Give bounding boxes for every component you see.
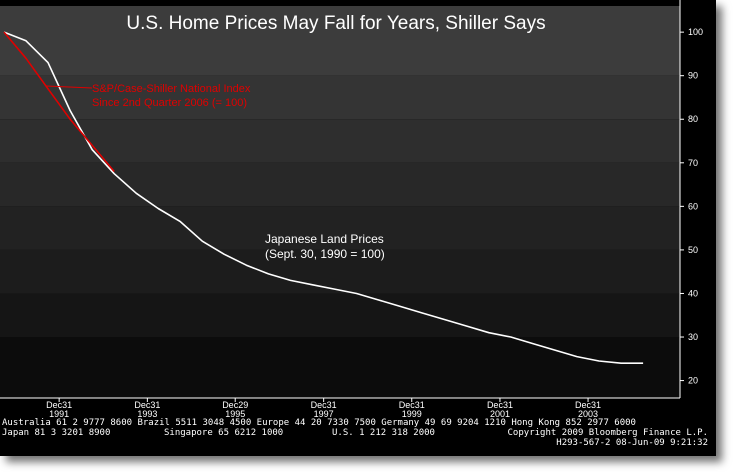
x-tick-label: 1997 [314, 409, 334, 419]
background-band [0, 75, 680, 120]
series-lines [3, 31, 644, 365]
x-tick-label: 1991 [49, 409, 69, 419]
background-band [0, 293, 680, 338]
y-tick-label: 50 [688, 245, 698, 255]
right-axis-area [680, 0, 716, 418]
footer-timestamp: H293-567-2 08-Jun-09 9:21:32 [556, 438, 708, 448]
x-tick-label: 1993 [137, 409, 157, 419]
x-tick-label: 2003 [578, 409, 598, 419]
x-tick-label: 1999 [402, 409, 422, 419]
background-band [0, 6, 680, 76]
series-japanese-land-prices [3, 31, 644, 365]
y-tick-label: 60 [688, 201, 698, 211]
y-tick-label: 20 [688, 376, 698, 386]
footer-us: U.S. 1 212 318 2000 [332, 428, 435, 438]
x-tick-label: Dec31 [311, 400, 337, 410]
x-tick-label: Dec29 [222, 400, 248, 410]
x-tick-label: Dec31 [575, 400, 601, 410]
annotation-pointer [45, 85, 93, 89]
annotation-case-shiller-line2: Since 2nd Quarter 2006 (= 100) [92, 97, 247, 109]
footer-copyright: Copyright 2009 Bloomberg Finance L.P. [507, 428, 708, 438]
x-tick-label: Dec31 [487, 400, 513, 410]
x-tick-label: 1995 [225, 409, 245, 419]
background-band [0, 337, 680, 398]
x-tick-label: Dec31 [134, 400, 160, 410]
x-tick-label: 2001 [490, 409, 510, 419]
y-axis-ticks: 100 90 80 70 60 50 40 30 20 [680, 27, 703, 386]
y-tick-label: 90 [688, 71, 698, 81]
annotation-japan-line1: Japanese Land Prices [265, 232, 384, 246]
background-bands [0, 0, 716, 418]
background-band [0, 119, 680, 163]
background-band [0, 162, 680, 207]
y-tick-label: 30 [688, 332, 698, 342]
x-axis-ticks: Dec311991Dec311993Dec291995Dec311997Dec3… [46, 398, 601, 419]
series-case-shiller [3, 31, 115, 173]
x-tick-label: Dec31 [46, 400, 72, 410]
y-tick-label: 80 [688, 114, 698, 124]
y-tick-label: 100 [688, 27, 703, 37]
footer-row-1: Australia 61 2 9777 8600 Brazil 5511 304… [2, 418, 636, 428]
background-band [0, 206, 680, 250]
footer: Australia 61 2 9777 8600 Brazil 5511 304… [2, 418, 714, 456]
y-tick-label: 40 [688, 288, 698, 298]
footer-singapore: Singapore 65 6212 1000 [164, 428, 284, 438]
annotation-japan-line2: (Sept. 30, 1990 = 100) [265, 247, 385, 261]
chart-title: U.S. Home Prices May Fall for Years, Shi… [126, 13, 545, 34]
annotation-case-shiller-line1: S&P/Case-Shiller National Index [92, 83, 251, 95]
footer-japan: Japan 81 3 3201 8900 [2, 428, 111, 438]
background-band [0, 249, 680, 294]
x-tick-label: Dec31 [399, 400, 425, 410]
chart-frame: 100 90 80 70 60 50 40 30 20 Dec31 1991 Dec31 1993 De… [0, 0, 716, 456]
y-tick-label: 70 [688, 158, 698, 168]
